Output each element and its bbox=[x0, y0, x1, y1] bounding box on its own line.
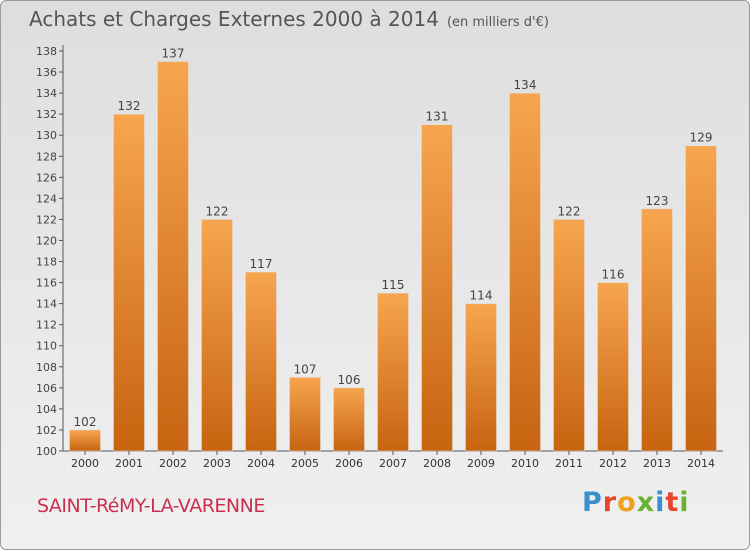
bar bbox=[245, 271, 277, 452]
bar bbox=[113, 113, 145, 452]
y-tick-label: 134 bbox=[36, 87, 57, 100]
y-tick-label: 100 bbox=[36, 445, 57, 458]
data-label: 106 bbox=[338, 373, 361, 387]
bar bbox=[421, 124, 453, 452]
bar bbox=[465, 303, 497, 452]
data-label: 117 bbox=[250, 257, 273, 271]
x-tick-label: 2001 bbox=[115, 457, 143, 470]
data-label: 122 bbox=[558, 204, 581, 218]
bar bbox=[553, 219, 585, 452]
x-tick-label: 2014 bbox=[687, 457, 715, 470]
y-tick-label: 112 bbox=[36, 319, 57, 332]
y-tick-label: 118 bbox=[36, 256, 57, 269]
y-tick-label: 120 bbox=[36, 234, 57, 247]
x-tick-label: 2011 bbox=[555, 457, 583, 470]
data-label: 114 bbox=[470, 289, 493, 303]
x-tick-label: 2008 bbox=[423, 457, 451, 470]
commune-name: SAINT-RéMY-LA-VARENNE bbox=[37, 495, 265, 517]
x-tick-label: 2013 bbox=[643, 457, 671, 470]
y-tick-label: 122 bbox=[36, 213, 57, 226]
proxiti-logo[interactable]: Proxiti bbox=[582, 487, 690, 518]
bar bbox=[377, 292, 409, 452]
x-tick-label: 2005 bbox=[291, 457, 319, 470]
y-tick-label: 104 bbox=[36, 403, 57, 416]
x-tick-label: 2010 bbox=[511, 457, 539, 470]
y-tick-label: 124 bbox=[36, 192, 57, 205]
y-tick-label: 130 bbox=[36, 129, 57, 142]
data-label: 102 bbox=[74, 415, 97, 429]
y-tick-label: 128 bbox=[36, 150, 57, 163]
data-label: 129 bbox=[690, 131, 713, 145]
y-tick-label: 108 bbox=[36, 361, 57, 374]
bar bbox=[157, 61, 189, 452]
y-tick-label: 114 bbox=[36, 298, 57, 311]
x-tick-label: 2012 bbox=[599, 457, 627, 470]
data-label: 134 bbox=[514, 78, 537, 92]
y-tick-label: 102 bbox=[36, 424, 57, 437]
bar bbox=[509, 92, 541, 452]
chart-unit: (en milliers d'€) bbox=[446, 15, 549, 30]
bar bbox=[289, 377, 321, 452]
bar bbox=[641, 208, 673, 452]
x-tick-label: 2002 bbox=[159, 457, 187, 470]
y-tick-label: 106 bbox=[36, 382, 57, 395]
x-tick-label: 2003 bbox=[203, 457, 231, 470]
x-tick-label: 2007 bbox=[379, 457, 407, 470]
data-label: 115 bbox=[382, 278, 405, 292]
x-tick-label: 2006 bbox=[335, 457, 363, 470]
y-tick-label: 132 bbox=[36, 108, 57, 121]
data-label: 131 bbox=[426, 110, 449, 124]
bar bbox=[69, 429, 101, 452]
y-tick-label: 136 bbox=[36, 66, 57, 79]
data-label: 116 bbox=[602, 268, 625, 282]
data-label: 123 bbox=[646, 194, 669, 208]
y-tick-label: 116 bbox=[36, 277, 57, 290]
x-tick-label: 2009 bbox=[467, 457, 495, 470]
bar bbox=[685, 145, 717, 452]
chart-title: Achats et Charges Externes 2000 à 2014 (e… bbox=[29, 7, 549, 31]
x-tick-label: 2000 bbox=[71, 457, 99, 470]
bar bbox=[333, 387, 365, 452]
bar bbox=[201, 219, 233, 452]
chart-title-text: Achats et Charges Externes 2000 à 2014 bbox=[29, 7, 439, 31]
bar bbox=[597, 282, 629, 452]
y-tick-label: 110 bbox=[36, 340, 57, 353]
y-tick-label: 126 bbox=[36, 171, 57, 184]
data-label: 122 bbox=[206, 204, 229, 218]
x-tick-label: 2004 bbox=[247, 457, 275, 470]
data-label: 132 bbox=[118, 99, 141, 113]
y-tick-label: 138 bbox=[36, 45, 57, 58]
data-label: 107 bbox=[294, 362, 317, 376]
data-label: 137 bbox=[162, 47, 185, 61]
